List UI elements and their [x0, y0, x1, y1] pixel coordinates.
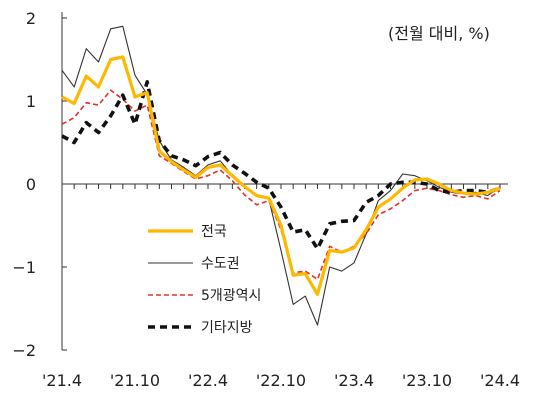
legend-label: 5개광역시 — [201, 288, 261, 304]
y-tick-label: 0 — [26, 175, 36, 194]
legend-label: 기타지방 — [201, 320, 253, 336]
y-tick-label: −2 — [12, 341, 36, 360]
x-tick-label: '24.4 — [480, 371, 520, 390]
series-line-1 — [61, 55, 501, 296]
axes: −2 −1 0 1 2 '21.4 '21.10 '22.4 '22.10 '23.4 '23.10… — [12, 9, 520, 390]
y-tick-label: 1 — [26, 92, 36, 111]
series-line-4 — [61, 80, 501, 251]
x-tick-label: '21.4 — [42, 371, 82, 390]
x-tick-label: '22.10 — [256, 371, 306, 390]
y-tick-label: 2 — [26, 9, 36, 28]
x-tick-label: '22.4 — [188, 371, 228, 390]
series-lines — [61, 25, 501, 326]
legend-label: 수도권 — [201, 256, 240, 272]
series-line-3 — [61, 89, 501, 281]
y-tick-label: −1 — [12, 258, 36, 277]
legend-label: 전국 — [201, 224, 227, 240]
unit-label: (전월 대비, %) — [388, 24, 490, 43]
x-tick-label: '23.10 — [402, 371, 452, 390]
x-tick-label: '23.4 — [334, 371, 374, 390]
x-tick-label: '21.10 — [110, 371, 160, 390]
